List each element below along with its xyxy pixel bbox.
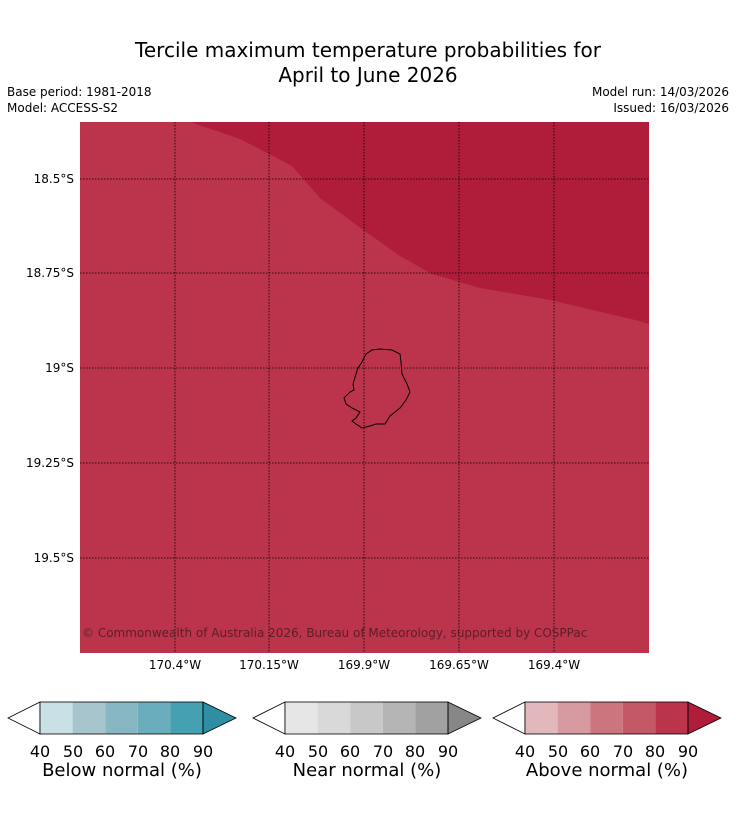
colorbar-segment: [170, 702, 203, 734]
tick-label: 50: [547, 742, 569, 761]
tick-label: 80: [404, 742, 426, 761]
colorbar-below: [7, 701, 237, 735]
lat-label-19.5S: 19.5°S: [33, 551, 74, 565]
colorbar-segment: [622, 702, 656, 734]
colorbar-segment: [525, 702, 558, 734]
colorbar-extension-low: [252, 701, 286, 735]
tick-label: 50: [307, 742, 329, 761]
tick-label: 80: [644, 742, 666, 761]
lon-label-169.9W: 169.9°W: [337, 658, 391, 672]
tick-label: 40: [274, 742, 296, 761]
tick-label: 60: [579, 742, 601, 761]
colorbar-extension-high: [447, 701, 482, 735]
colorbar-segment: [557, 702, 591, 734]
lat-label-18.75S: 18.75°S: [26, 266, 74, 280]
colorbar-ticks-near: 40 50 60 70 80 90: [252, 740, 482, 761]
colorbar-outline: [284, 701, 449, 735]
lon-label-170.4W: 170.4°W: [148, 658, 202, 672]
issued-date: Issued: 16/03/2026: [613, 101, 729, 115]
colorbar-segment: [382, 702, 416, 734]
legend-caption-near: Near normal (%): [292, 760, 442, 781]
tick-label: 70: [372, 742, 394, 761]
tick-label: 70: [612, 742, 634, 761]
meta-left: Base period: 1981-2018 Model: ACCESS-S2: [7, 84, 152, 116]
lon-label-169.65W: 169.65°W: [429, 658, 489, 672]
colorbar-segment: [137, 702, 171, 734]
legend-caption-below: Below normal (%): [42, 760, 202, 781]
tick-label: 60: [339, 742, 361, 761]
model-run: Model run: 14/03/2026: [591, 85, 729, 99]
tick-label: 90: [437, 742, 459, 761]
tick-label: 60: [94, 742, 116, 761]
tick-label: 90: [677, 742, 699, 761]
tick-label: 40: [514, 742, 536, 761]
legend-above-normal: 40 50 60 70 80 90 Above normal (%): [492, 700, 722, 781]
chart-title: Tercile maximum temperature probabilitie…: [0, 38, 736, 88]
colorbar-ticks-below: 40 50 60 70 80 90: [7, 740, 237, 761]
legend-caption-above: Above normal (%): [525, 760, 689, 781]
colorbar-segment: [317, 702, 351, 734]
colorbar-extension-low: [7, 701, 41, 735]
colorbar-segment: [350, 702, 383, 734]
lat-label-19S: 19°S: [45, 361, 74, 375]
colorbar-segment: [40, 702, 73, 734]
island-coastline: [343, 348, 411, 429]
colorbar-near: [252, 701, 482, 735]
base-period: Base period: 1981-2018: [7, 85, 152, 99]
tick-label: 50: [62, 742, 84, 761]
title-line-2: April to June 2026: [278, 63, 458, 87]
legend-near-normal: 40 50 60 70 80 90 Near normal (%): [252, 700, 482, 781]
colorbar-segment: [105, 702, 138, 734]
title-line-1: Tercile maximum temperature probabilitie…: [135, 38, 601, 62]
tick-label: 40: [29, 742, 51, 761]
colorbar-segment: [285, 702, 318, 734]
lat-label-18.5S: 18.5°S: [33, 172, 74, 186]
colorbar-outline: [524, 701, 689, 735]
probability-field-90: [190, 122, 649, 324]
map-panel: © Commonwealth of Australia 2026, Bureau…: [80, 122, 649, 653]
legend-below-normal: 40 50 60 70 80 90 Below normal (%): [7, 700, 237, 781]
tick-label: 80: [159, 742, 181, 761]
colorbar-extension-low: [492, 701, 526, 735]
copyright-notice: © Commonwealth of Australia 2026, Bureau…: [82, 626, 587, 640]
colorbar-segment: [655, 702, 688, 734]
colorbar-outline: [39, 701, 204, 735]
tick-label: 70: [127, 742, 149, 761]
model-name: Model: ACCESS-S2: [7, 101, 119, 115]
lon-label-170.15W: 170.15°W: [239, 658, 299, 672]
lon-label-169.4W: 169.4°W: [527, 658, 581, 672]
colorbar-extension-high: [202, 701, 237, 735]
colorbar-segment: [72, 702, 106, 734]
colorbar-segment: [590, 702, 623, 734]
colorbar-segment: [415, 702, 448, 734]
tick-label: 90: [192, 742, 214, 761]
graticule: [80, 122, 649, 653]
colorbar-extension-high: [687, 701, 722, 735]
meta-right: Model run: 14/03/2026 Issued: 16/03/2026: [592, 84, 729, 116]
colorbar-ticks-above: 40 50 60 70 80 90: [492, 740, 722, 761]
lat-label-19.25S: 19.25°S: [26, 456, 74, 470]
colorbar-above: [492, 701, 722, 735]
